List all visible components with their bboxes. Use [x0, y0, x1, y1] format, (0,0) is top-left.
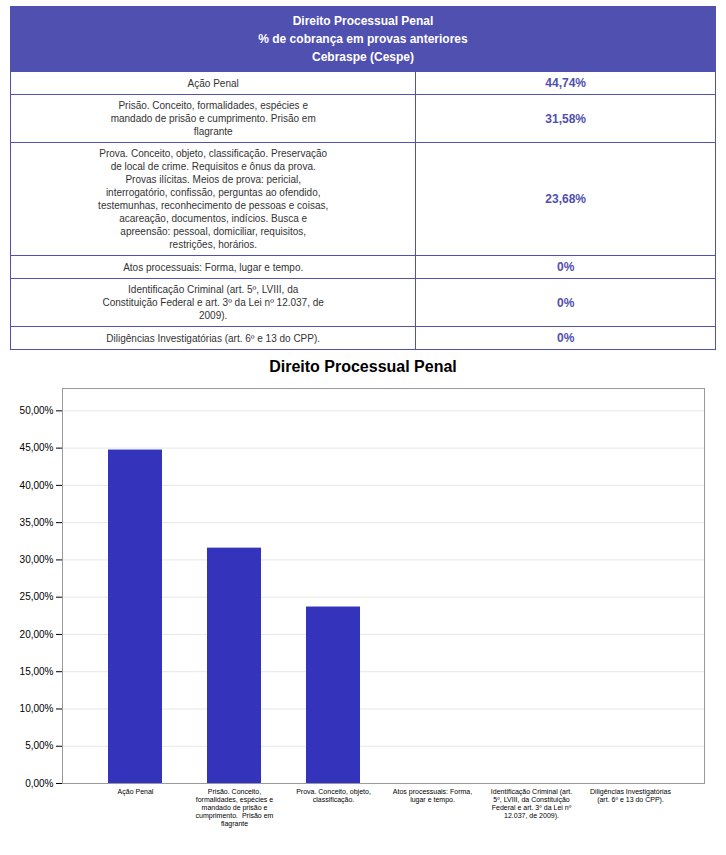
html-text:Atos processuais: Forma, lugar: Atos processuais: Forma, lugar e tempo.: [123, 261, 304, 273]
svg-text:Prova. Conceito, objeto,classi: Prova. Conceito, objeto,classificação.: [296, 788, 371, 804]
svg-text:0,00%: 0,00%: [25, 778, 53, 789]
svg-text:20,00%: 20,00%: [20, 629, 54, 640]
svg-text:15,00%: 15,00%: [20, 666, 54, 677]
html-text:Ação Penal: Ação Penal: [187, 77, 239, 89]
svg-text:45,00%: 45,00%: [20, 442, 54, 453]
html-text:Diligências Investigatórias (a: Diligências Investigatórias (art. 6º e 1…: [106, 332, 321, 344]
html-text:Identificação Criminal (art. 5: Identificação Criminal (art. 5º, LVIII, …: [102, 284, 324, 321]
svg-text:25,00%: 25,00%: [20, 591, 54, 602]
html-text:23,68%: 23,68%: [545, 192, 586, 206]
html-text:Prova. Conceito, objeto, class: Prova. Conceito, objeto, classificação. …: [98, 148, 329, 250]
svg-text:5,00%: 5,00%: [25, 740, 53, 751]
html-text:0%: 0%: [557, 260, 575, 274]
html-text:44,74%: 44,74%: [545, 76, 586, 90]
html-text:Direito Processual Penal: Direito Processual Penal: [269, 358, 457, 375]
svg-text:Diligências Investigatórias(ar: Diligências Investigatórias(art. 6º e 13…: [590, 788, 671, 804]
svg-text:50,00%: 50,00%: [20, 405, 54, 416]
svg-text:10,00%: 10,00%: [20, 703, 54, 714]
html-text:0%: 0%: [557, 295, 575, 310]
svg-text:Atos processuais: Forma,lugar: Atos processuais: Forma,lugar e tempo.: [393, 788, 472, 804]
html-text:0%: 0%: [557, 331, 575, 345]
html-text:Direito Processual Penal % de: Direito Processual Penal % de cobrança e…: [258, 14, 468, 64]
svg-text:40,00%: 40,00%: [20, 480, 54, 491]
svg-text:Identificação Criminal (art.5º: Identificação Criminal (art.5º, LVIII, d…: [491, 788, 572, 820]
svg-text:35,00%: 35,00%: [20, 517, 54, 528]
svg-text:Ação Penal: Ação Penal: [118, 788, 154, 796]
svg-text:30,00%: 30,00%: [20, 554, 54, 565]
html-text:31,58%: 31,58%: [545, 111, 586, 126]
svg-text:Prisão. Conceito,formalidades,: Prisão. Conceito,formalidades, espécies …: [196, 788, 274, 828]
html-text:Prisão. Conceito, formalidades: Prisão. Conceito, formalidades, espécies…: [110, 100, 316, 137]
